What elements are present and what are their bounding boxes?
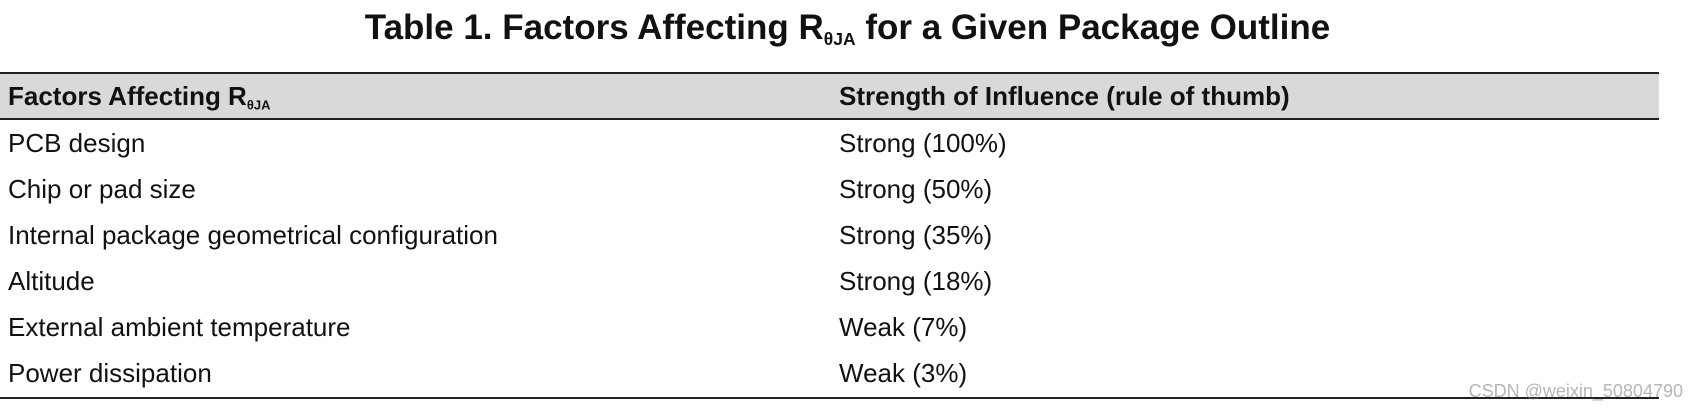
factor-cell: Power dissipation bbox=[8, 358, 212, 388]
factor-cell: PCB design bbox=[8, 128, 146, 158]
table-title-suffix: for a Given Package Outline bbox=[855, 8, 1331, 47]
factor-cell: Altitude bbox=[8, 266, 95, 296]
table-row: Chip or pad size Strong (50%) bbox=[0, 166, 1659, 212]
table-row: Internal package geometrical configurati… bbox=[0, 212, 1659, 258]
table-title: Table 1. Factors Affecting RθJA for a Gi… bbox=[0, 6, 1695, 50]
strength-cell: Weak (3%) bbox=[839, 358, 968, 388]
table-title-prefix: Table 1. Factors Affecting R bbox=[364, 8, 824, 47]
table-header-rule bbox=[0, 118, 1659, 120]
header-factors-prefix: Factors Affecting R bbox=[8, 81, 247, 111]
table-top-rule bbox=[0, 72, 1659, 74]
table-row: Power dissipation Weak (3%) bbox=[0, 350, 1659, 396]
header-factors: Factors Affecting RθJA bbox=[8, 74, 271, 118]
factor-cell: External ambient temperature bbox=[8, 312, 351, 342]
table-row: External ambient temperature Weak (7%) bbox=[0, 304, 1659, 350]
table-row: PCB design Strong (100%) bbox=[0, 120, 1659, 166]
header-factors-subscript: θJA bbox=[246, 97, 271, 113]
table-title-subscript: θJA bbox=[823, 29, 856, 50]
header-strength: Strength of Influence (rule of thumb) bbox=[839, 81, 1290, 111]
factor-cell: Chip or pad size bbox=[8, 174, 196, 204]
strength-cell: Strong (35%) bbox=[839, 220, 993, 250]
table-header-row: Factors Affecting RθJA Strength of Influ… bbox=[0, 74, 1659, 118]
strength-cell: Strong (100%) bbox=[839, 128, 1007, 158]
table-bottom-rule bbox=[0, 397, 1659, 399]
table-row: Altitude Strong (18%) bbox=[0, 258, 1659, 304]
strength-cell: Strong (50%) bbox=[839, 174, 993, 204]
strength-cell: Weak (7%) bbox=[839, 312, 968, 342]
strength-cell: Strong (18%) bbox=[839, 266, 993, 296]
factor-cell: Internal package geometrical configurati… bbox=[8, 220, 498, 250]
watermark: CSDN @weixin_50804790 bbox=[1468, 381, 1683, 401]
